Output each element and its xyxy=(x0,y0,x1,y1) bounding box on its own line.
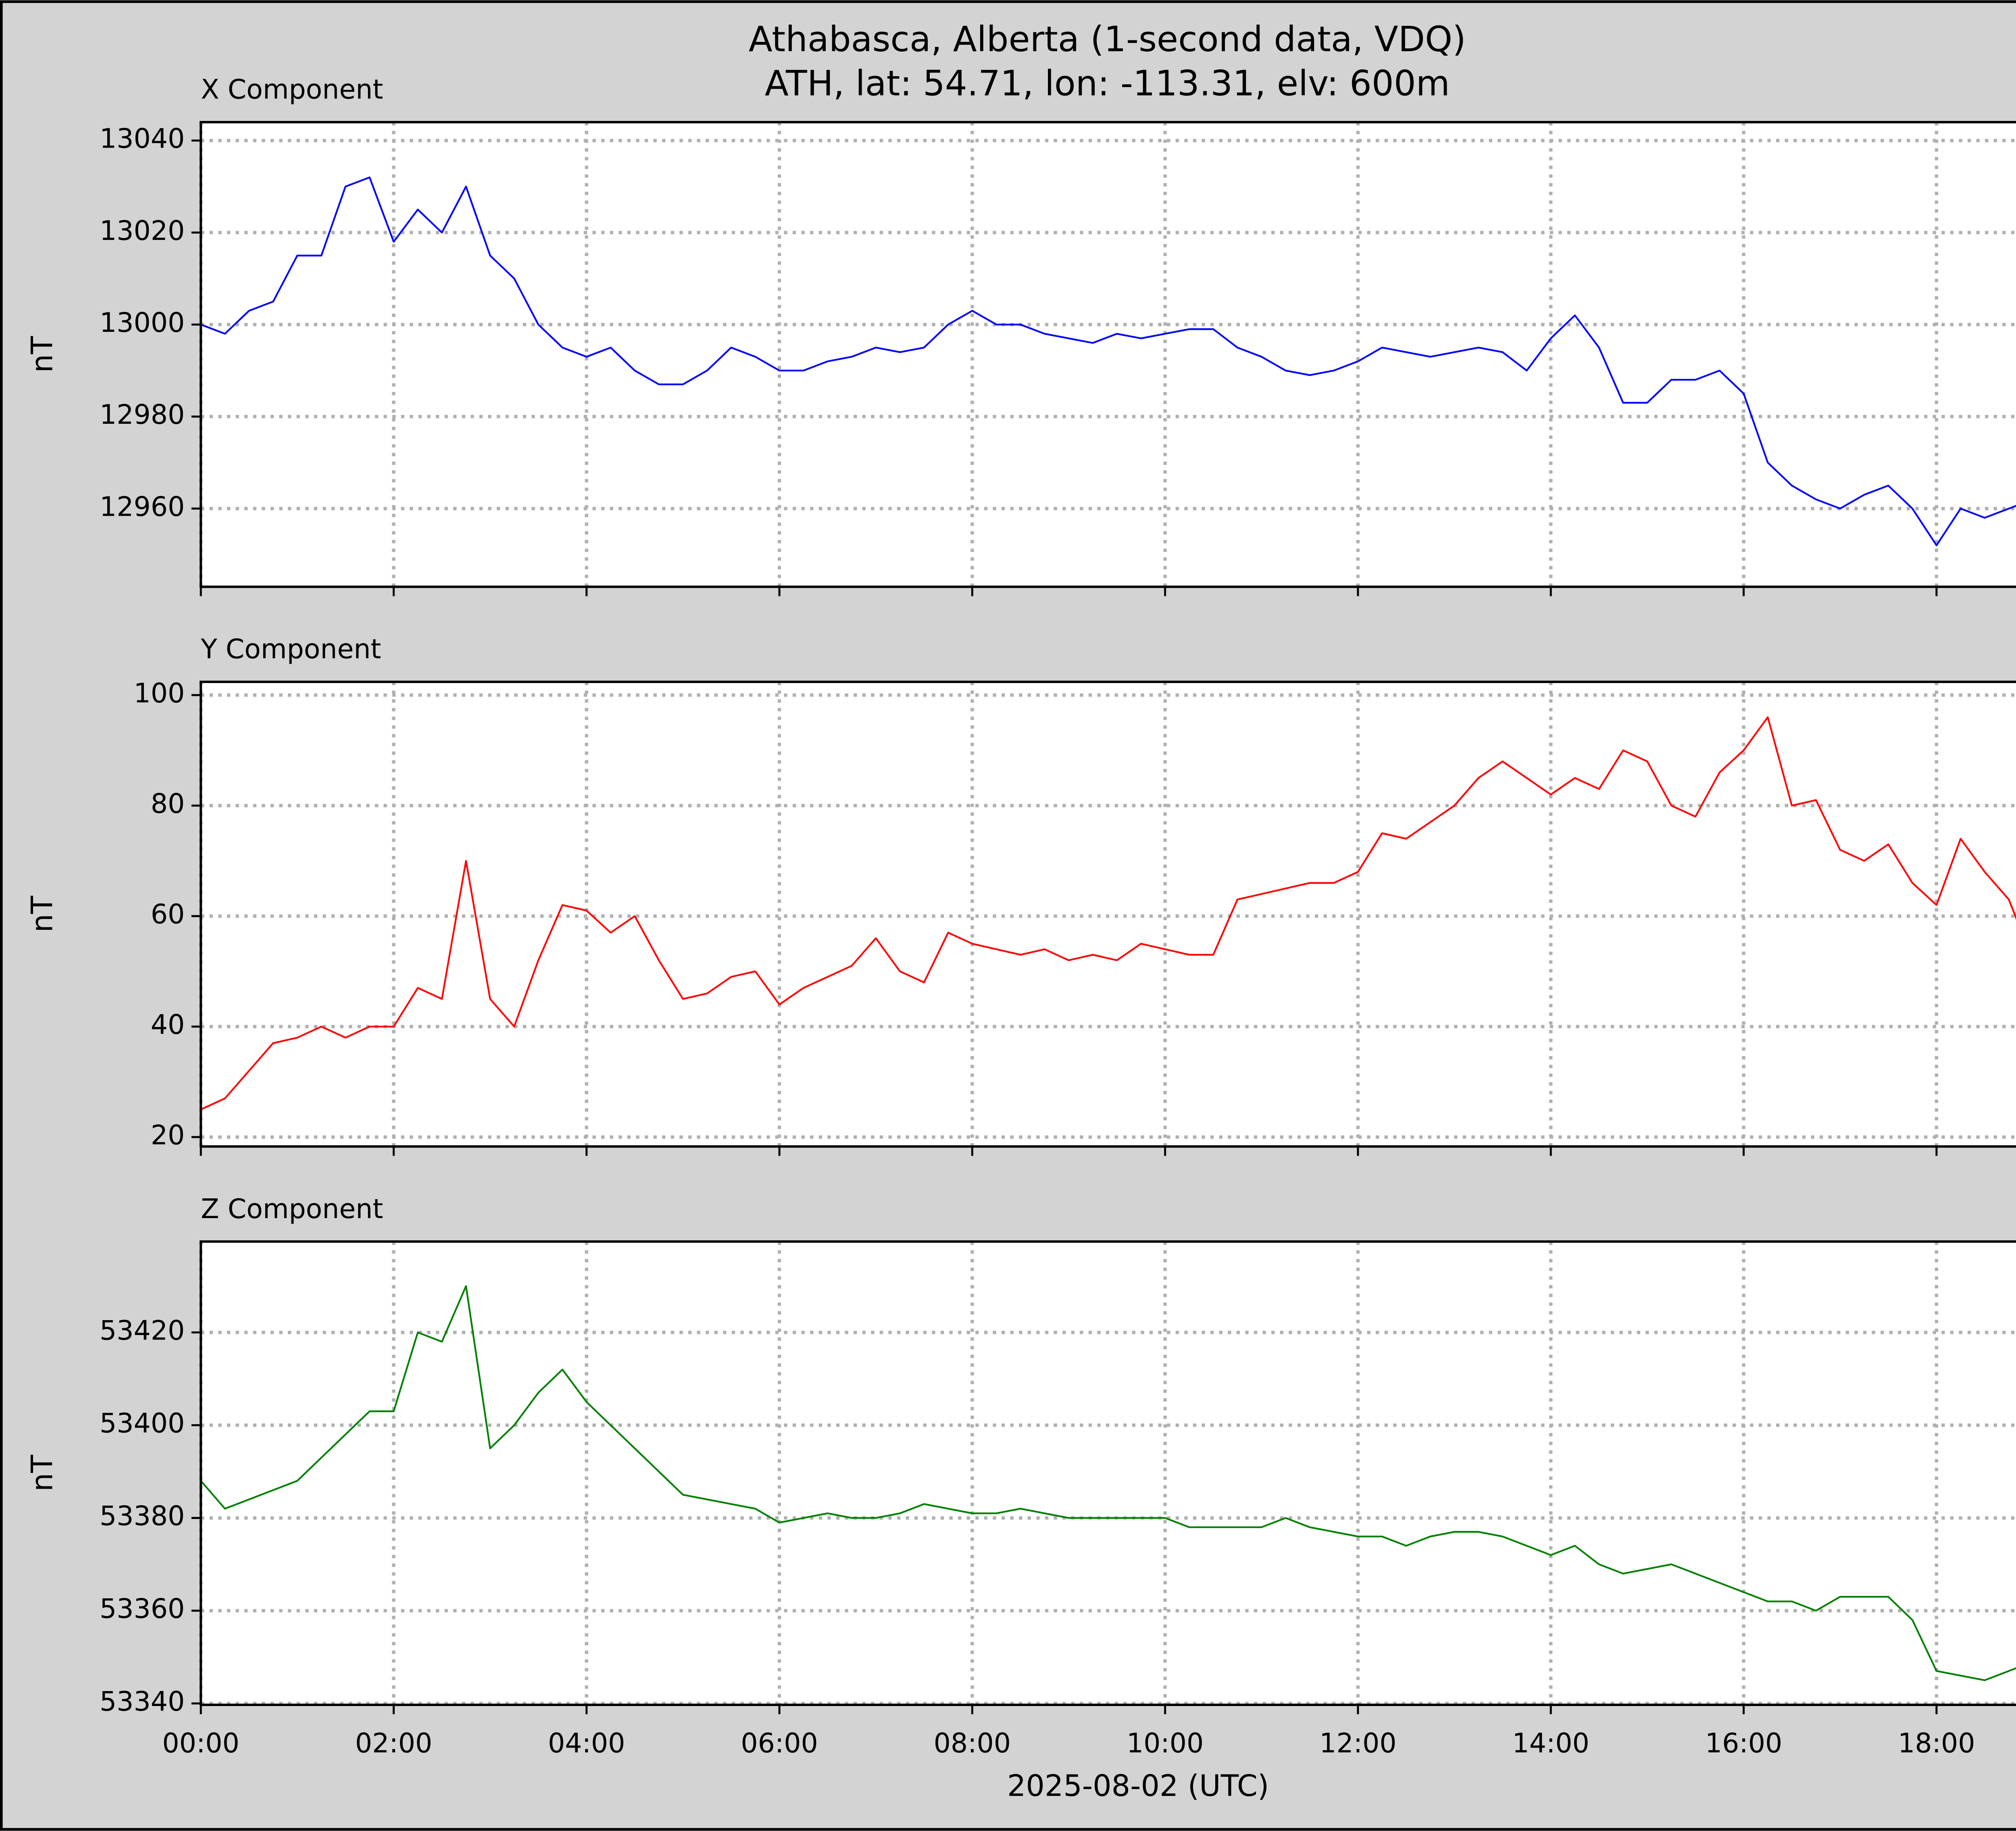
y-tick-label: 100 xyxy=(134,677,185,709)
panel-title: X Component xyxy=(201,74,383,105)
y-axis-label: nT xyxy=(25,336,60,373)
plot-area xyxy=(201,682,2016,1147)
y-tick-label: 53340 xyxy=(100,1686,185,1717)
plot-frame xyxy=(200,121,2016,588)
y-tick-label: 80 xyxy=(151,788,185,819)
figure-title: Athabasca, Alberta (1-second data, VDQ) xyxy=(749,19,1466,60)
x-tick-label: 04:00 xyxy=(548,1727,625,1759)
plot-area xyxy=(201,1241,2016,1705)
panel-title: Y Component xyxy=(200,633,381,665)
x-axis-label: 2025-08-02 (UTC) xyxy=(1007,1769,1269,1803)
x-tick-label: 00:00 xyxy=(162,1727,239,1759)
x-tick-label: 10:00 xyxy=(1127,1727,1204,1759)
plot-frame xyxy=(200,681,2016,1148)
y-tick-label: 53420 xyxy=(100,1315,185,1346)
figure-subtitle: ATH, lat: 54.71, lon: -113.31, elv: 600m xyxy=(765,64,1450,104)
data-line xyxy=(200,716,2016,1110)
panel-title: Z Component xyxy=(201,1193,383,1225)
x-tick-label: 12:00 xyxy=(1319,1727,1396,1759)
y-axis-label: nT xyxy=(25,896,60,932)
x-tick-label: 16:00 xyxy=(1705,1727,1782,1759)
y-tick-label: 53400 xyxy=(100,1408,185,1439)
x-tick-label: 18:00 xyxy=(1898,1727,1975,1759)
y-tick-label: 12980 xyxy=(100,399,185,430)
y-tick-label: 13020 xyxy=(100,215,185,246)
y-axis-label: nT xyxy=(25,1455,60,1491)
y-tick-label: 40 xyxy=(151,1009,185,1040)
x-tick-label: 02:00 xyxy=(355,1727,432,1759)
data-line xyxy=(200,176,2016,546)
x-tick-label: 14:00 xyxy=(1512,1727,1589,1759)
x-tick-label: 06:00 xyxy=(741,1727,818,1759)
plot-frame xyxy=(200,1240,2016,1706)
y-tick-label: 13040 xyxy=(100,123,185,154)
y-tick-label: 60 xyxy=(151,898,185,930)
data-line xyxy=(200,1285,2016,1681)
y-tick-label: 53360 xyxy=(100,1593,185,1625)
y-tick-label: 53380 xyxy=(100,1500,185,1532)
y-tick-label: 12960 xyxy=(100,491,185,522)
x-tick-label: 08:00 xyxy=(934,1727,1011,1759)
y-tick-label: 13000 xyxy=(100,307,185,338)
y-tick-label: 20 xyxy=(151,1119,185,1151)
